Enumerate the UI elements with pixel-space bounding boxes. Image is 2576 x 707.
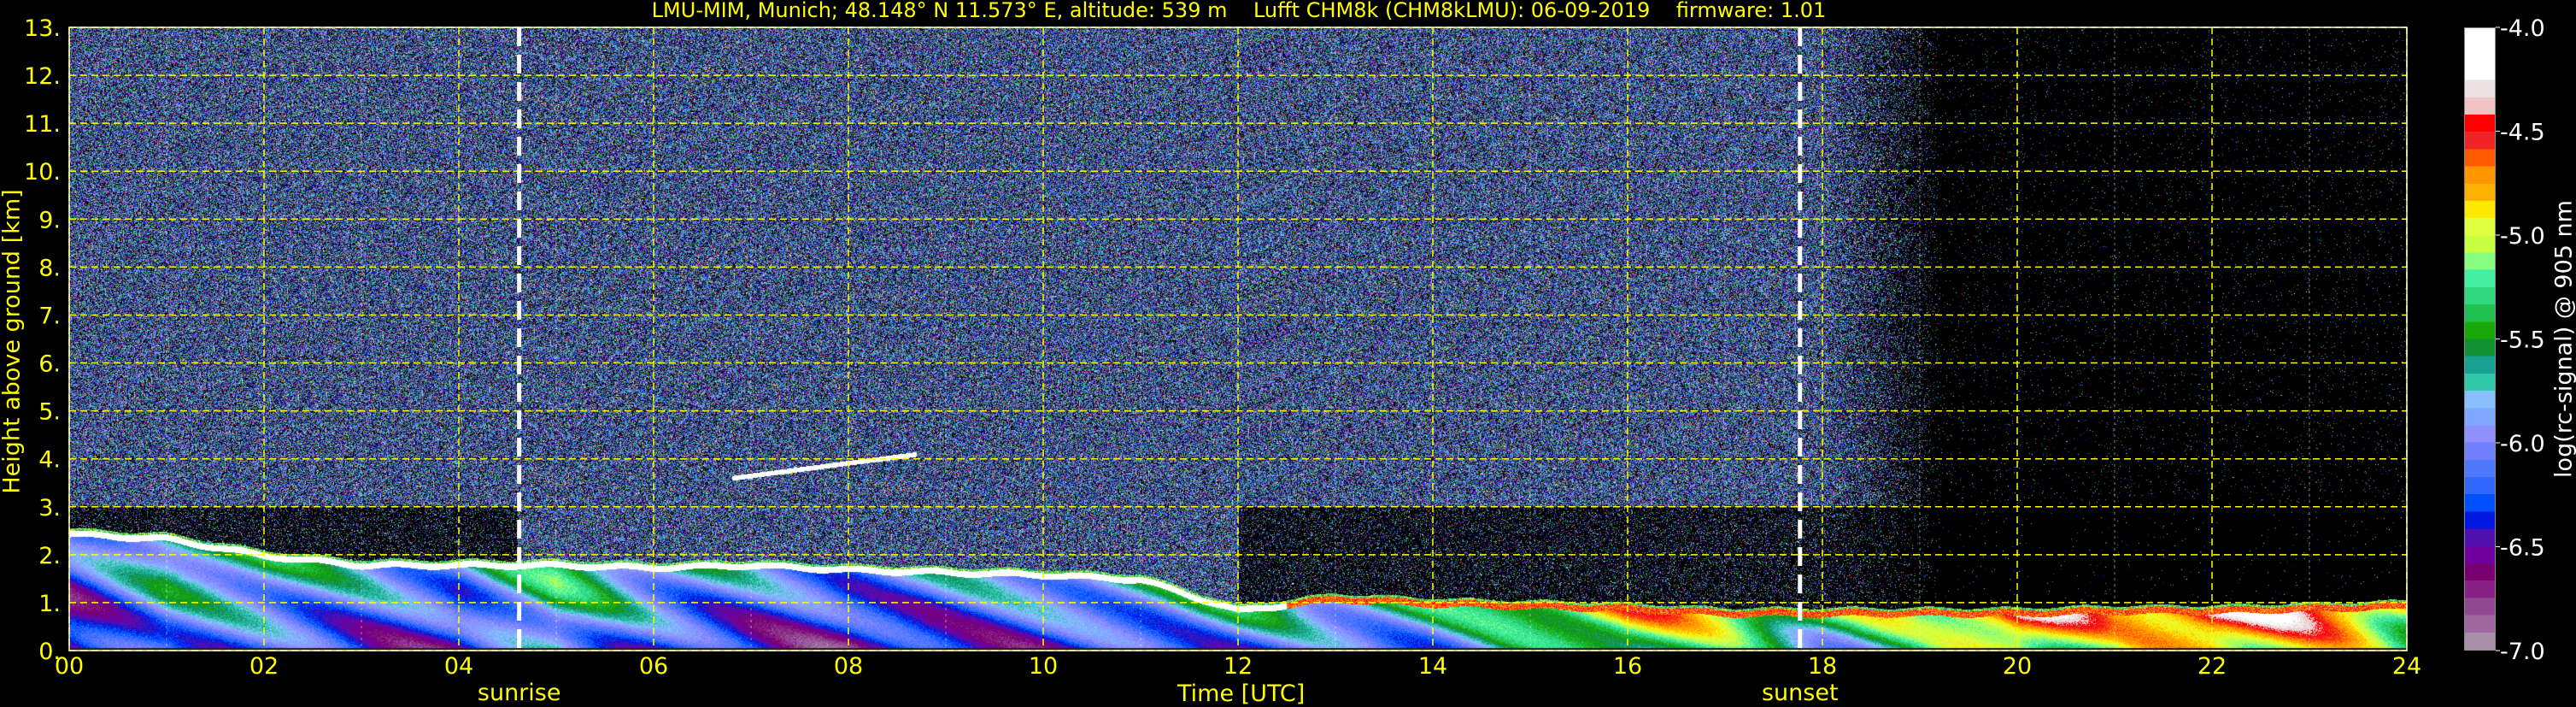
x-tick-label: 16: [1613, 653, 1642, 680]
colorbar-tick-label: -5.0: [2500, 223, 2545, 250]
event-label-sunset: sunset: [1762, 680, 1839, 706]
y-axis-label: Height above ground [km]: [0, 189, 26, 494]
y-tick-label: 9.: [38, 207, 61, 233]
y-tick-label: 7.: [38, 303, 61, 329]
x-tick-label: 22: [2198, 653, 2227, 680]
x-tick-label: 08: [834, 653, 863, 680]
y-tick-label: 3.: [38, 495, 61, 521]
colorbar-tick-label: -4.0: [2500, 15, 2545, 42]
x-tick-label: 20: [2003, 653, 2032, 680]
x-axis-label: Time [UTC]: [1177, 680, 1306, 707]
chart-title: LMU-MIM, Munich; 48.148° N 11.573° E, al…: [651, 0, 1827, 22]
colorbar-ticks: -4.0 -4.5 -5.0 -5.5 -6.0 -6.5 -7.0: [2496, 15, 2545, 665]
y-tick-label: 13.: [24, 15, 61, 42]
x-tick-label: 04: [444, 653, 473, 680]
x-tick-label: 00: [55, 653, 84, 680]
y-tick-label: 0.: [38, 639, 61, 665]
y-tick-label: 4.: [38, 447, 61, 474]
y-tick-label: 8.: [38, 255, 61, 281]
x-tick-label: 24: [2392, 653, 2421, 680]
colorbar-label: log(rc-signal) @ 905 nm: [2550, 200, 2576, 478]
y-tick-label: 11.: [24, 111, 61, 138]
plot-overlay: 0. 1. 2. 3. 4. 5. 6. 7. 8. 9. 10. 11. 12. 13. 00 02 04 06…: [24, 15, 2421, 706]
colorbar-tick-label: -7.0: [2500, 639, 2545, 665]
x-tick-label: 12: [1223, 653, 1253, 680]
x-tick-label: 10: [1029, 653, 1058, 680]
x-tick-label: 14: [1418, 653, 1447, 680]
colorbar: [2464, 27, 2496, 651]
y-tick-label: 2.: [38, 543, 61, 569]
colorbar-tick-label: -4.5: [2500, 120, 2545, 146]
colorbar-tick-label: -6.0: [2500, 431, 2545, 457]
colorbar-tick-label: -5.5: [2500, 327, 2545, 354]
y-tick-label: 10.: [24, 159, 61, 186]
colorbar-tick-label: -6.5: [2500, 535, 2545, 562]
x-tick-label: 06: [639, 653, 668, 680]
y-tick-label: 1.: [38, 591, 61, 617]
x-tick-label: 18: [1808, 653, 1837, 680]
x-tick-label: 02: [249, 653, 279, 680]
y-tick-label: 5.: [38, 399, 61, 426]
y-tick-label: 6.: [38, 351, 61, 378]
plot-frame: [68, 27, 2408, 651]
plot-area: 0. 1. 2. 3. 4. 5. 6. 7. 8. 9. 10. 11. 12. 13. 00 02 04 06…: [24, 15, 2421, 706]
y-tick-label: 12.: [24, 63, 61, 90]
event-label-sunrise: sunrise: [478, 680, 561, 706]
